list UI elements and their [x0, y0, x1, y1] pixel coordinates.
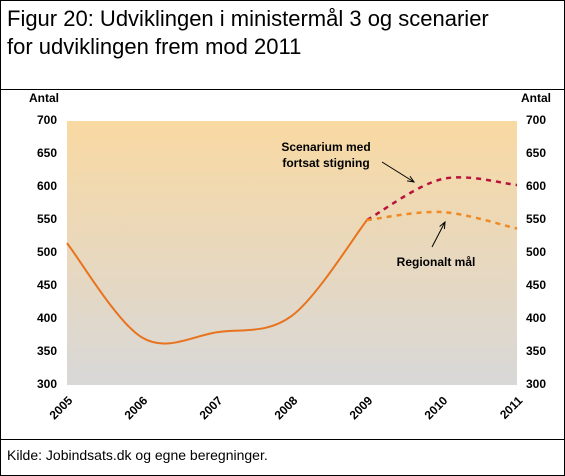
x-tick-label: 2009: [347, 393, 376, 422]
x-tick-label: 2006: [122, 393, 151, 422]
x-tick-label: 2005: [47, 393, 76, 422]
y2-tick-label: 450: [526, 278, 546, 292]
y2-tick-label: 600: [526, 179, 546, 193]
title-line: Figur 20: Udviklingen i ministermål 3 og…: [7, 6, 489, 31]
y2-tick-label: 550: [526, 212, 546, 226]
y-tick-label: 500: [37, 245, 57, 259]
series-line: [366, 176, 518, 222]
series-line: [366, 210, 518, 230]
arrow-head: [439, 220, 446, 230]
arrow-head: [407, 175, 416, 183]
x-tick-label: 2011: [497, 393, 526, 422]
chart: Antal Antal 300 350 400 450 500 550 600 650 700 3…: [29, 91, 551, 422]
separator: [1, 439, 564, 440]
x-tick-label: 2008: [272, 393, 301, 422]
y2-tick-label: 400: [526, 311, 546, 325]
y-tick-label: 700: [37, 113, 57, 127]
y2-tick-label: 300: [526, 377, 546, 391]
y2-tick-label: 700: [526, 113, 546, 127]
y-axis-label: Antal: [29, 91, 59, 105]
x-tick-label: 2010: [422, 393, 451, 422]
y-tick-label: 600: [37, 179, 57, 193]
plot-area: [67, 121, 517, 385]
annotation-arrow: [431, 221, 446, 248]
y-tick-label: 300: [37, 377, 57, 391]
annotation-arrow: [381, 161, 415, 183]
series-line: [66, 219, 368, 345]
y2-axis-label: Antal: [521, 91, 551, 105]
y2-tick-label: 500: [526, 245, 546, 259]
y2-tick-label: 350: [526, 344, 546, 358]
x-tick-label: 2007: [197, 393, 226, 422]
annotation: Regionalt mål: [397, 255, 476, 269]
y-tick-label: 650: [37, 146, 57, 160]
figure-title: Figur 20: Udviklingen i ministermål 3 og…: [7, 5, 557, 61]
y-tick-label: 550: [37, 212, 57, 226]
source: Kilde: Jobindsats.dk og egne beregninger…: [7, 447, 268, 463]
title-line: for udviklingen frem mod 2011: [7, 34, 302, 59]
y-tick-label: 400: [37, 311, 57, 325]
separator: [1, 89, 564, 90]
annotation: Scenarium med: [281, 140, 370, 154]
y-tick-label: 350: [37, 344, 57, 358]
y-tick-label: 450: [37, 278, 57, 292]
annotation: fortsat stigning: [282, 156, 369, 170]
y2-tick-label: 650: [526, 146, 546, 160]
